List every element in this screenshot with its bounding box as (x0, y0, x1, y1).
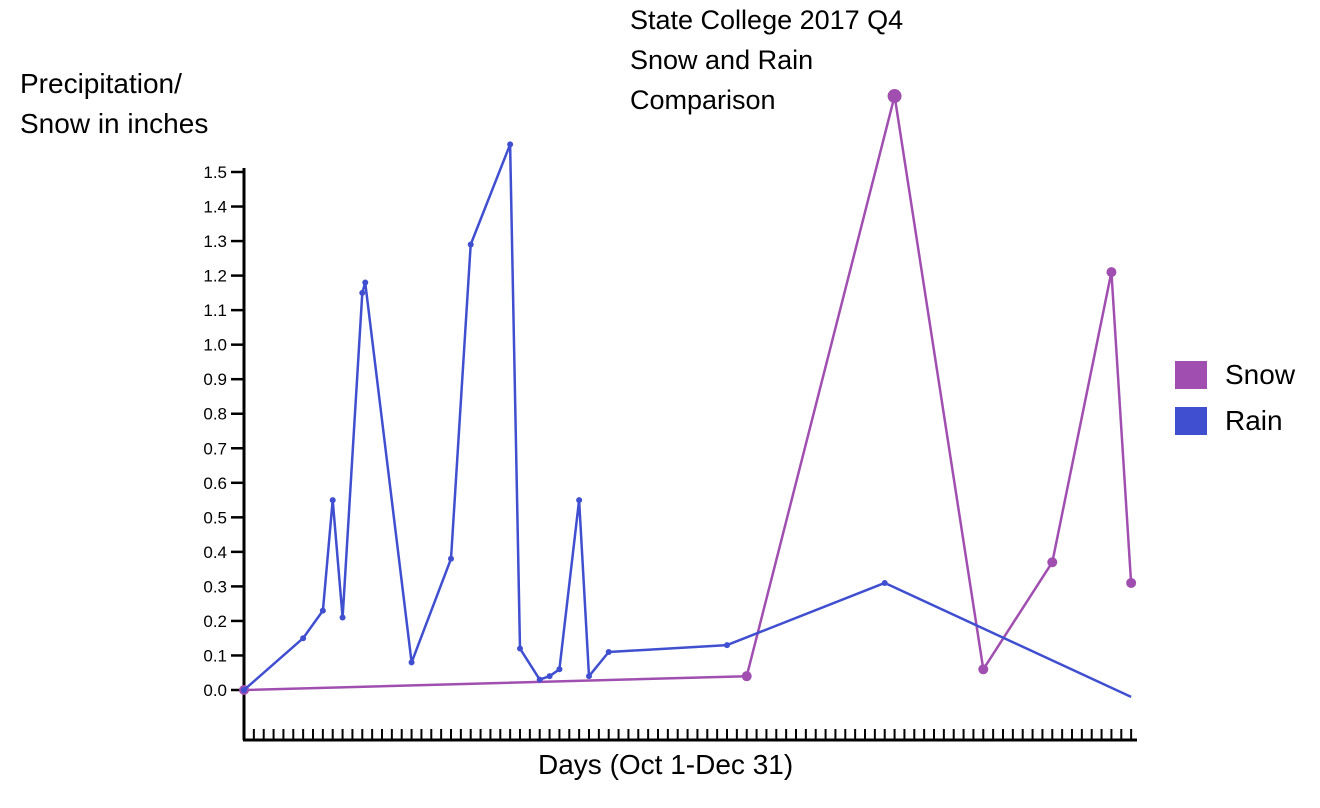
chart-title-line-3: Comparison (630, 85, 776, 115)
data-point-rain (576, 497, 583, 504)
data-point-rain (467, 241, 474, 248)
y-axis-label-line-1: Precipitation/ (20, 68, 182, 99)
y-tick-label: 0.6 (203, 474, 227, 493)
y-tick-label: 0.1 (203, 646, 227, 665)
chart-title-line-2: Snow and Rain (630, 45, 814, 75)
y-tick-label: 1.0 (203, 336, 227, 355)
data-point-snow (1047, 557, 1058, 568)
legend-item-snow: Snow (1175, 352, 1295, 398)
legend-label-snow: Snow (1225, 359, 1296, 390)
data-point-rain (881, 579, 888, 586)
y-tick-label: 1.4 (203, 198, 227, 217)
y-tick-label: 0.5 (203, 508, 227, 527)
x-axis-ticks (243, 729, 1133, 740)
data-point-snow (887, 89, 902, 104)
data-point-rain (448, 555, 454, 562)
data-point-snow (978, 664, 989, 675)
x-axis-label: Days (Oct 1-Dec 31) (538, 749, 794, 780)
data-point-rain (536, 676, 543, 683)
y-tick-label: 0.4 (203, 543, 227, 562)
data-point-rain (517, 645, 523, 652)
data-point-snow (1126, 577, 1137, 588)
data-point-rain (329, 497, 336, 504)
y-tick-label: 0.2 (203, 612, 227, 631)
data-point-rain (319, 607, 326, 614)
y-tick-label: 0.9 (203, 370, 227, 389)
y-tick-label: 1.2 (203, 267, 227, 286)
y-axis-label-line-2: Snow in inches (20, 108, 209, 139)
y-tick-label: 0.0 (203, 681, 227, 700)
y-axis-ticks: 0.0 0.1 0.2 0.3 0.4 0.5 0.6 0.7 0.8 0.9 1.0 1.1 1.2 1… (203, 163, 244, 700)
data-point-rain (586, 673, 592, 680)
data-point-rain (605, 649, 612, 656)
y-tick-label: 0.7 (203, 439, 227, 458)
y-tick-label: 1.3 (203, 232, 227, 251)
legend-item-rain: Rain (1175, 398, 1295, 444)
legend-swatch-snow (1175, 361, 1207, 389)
legend: Snow Rain (1175, 352, 1295, 444)
data-point-rain (408, 659, 415, 666)
data-point-rain (546, 673, 553, 680)
y-tick-label: 0.8 (203, 405, 227, 424)
data-point-rain (556, 666, 563, 673)
data-point-rain (362, 279, 369, 286)
data-point-rain (724, 642, 730, 649)
data-point-rain (507, 141, 514, 148)
y-tick-label: 1.5 (203, 163, 227, 182)
data-point-snow (1106, 267, 1117, 278)
series-line-rain (243, 143, 1132, 699)
data-point-rain (300, 635, 307, 642)
chart-title-line-1: State College 2017 Q4 (630, 5, 904, 35)
data-point-snow (741, 671, 752, 682)
y-tick-label: 0.3 (203, 577, 227, 596)
axes (242, 168, 1137, 742)
y-axis-label: Precipitation/ Snow in inches (20, 64, 280, 144)
data-point-rain (339, 614, 346, 621)
legend-label-rain: Rain (1225, 405, 1283, 436)
series-line-snow (243, 94, 1133, 692)
data-point-rain (359, 289, 366, 296)
series-lines (239, 89, 1137, 699)
y-tick-label: 1.1 (203, 301, 227, 320)
chart-title: State College 2017 Q4 Snow and Rain Comp… (630, 0, 990, 120)
legend-swatch-rain (1175, 407, 1207, 435)
data-point-rain (241, 687, 247, 693)
